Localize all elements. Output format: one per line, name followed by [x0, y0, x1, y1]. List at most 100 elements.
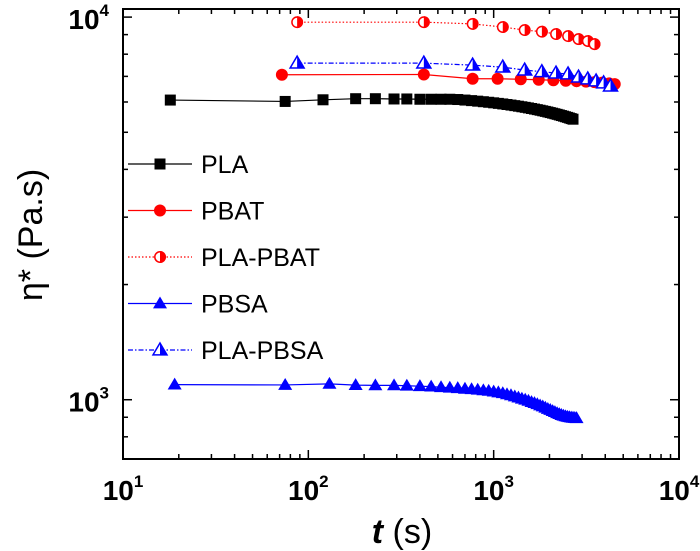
plot-frame [122, 8, 680, 460]
circle-marker [417, 16, 430, 29]
triangle-marker [387, 378, 402, 391]
square-marker [444, 93, 456, 105]
triangle-marker [547, 64, 565, 79]
legend-item: PLA-PBAT [128, 244, 320, 272]
triangle-marker [494, 58, 512, 73]
triangle-marker [412, 379, 427, 392]
series-pla-pbsa [288, 54, 619, 92]
axis-ticks [122, 9, 680, 459]
square-marker [388, 93, 400, 105]
triangle-marker [569, 411, 584, 424]
legend-item: PLA [128, 151, 249, 179]
triangle-marker [602, 77, 619, 92]
square-marker [164, 94, 176, 106]
circle-marker [535, 25, 548, 38]
triangle-marker [288, 54, 306, 69]
legend-label: PBSA [201, 291, 268, 319]
square-marker [435, 93, 447, 105]
marker-half-fill [524, 24, 531, 37]
x-tick-label: 102 [288, 472, 329, 506]
triangle-marker [399, 378, 414, 391]
marker-half-fill [297, 16, 304, 29]
marker-half-fill [541, 64, 549, 77]
triangle-marker [424, 379, 439, 392]
marker-half-fill [568, 30, 575, 43]
marker-half-fill [472, 58, 480, 71]
marker-half-fill [160, 343, 167, 355]
legend-item: PBAT [128, 198, 264, 226]
legend-label: PLA-PBSA [201, 337, 324, 365]
triangle-marker [533, 63, 551, 78]
marker-half-fill [568, 67, 576, 79]
marker-half-fill [160, 251, 166, 263]
square-marker [472, 95, 484, 107]
y-tick-label: 104 [68, 1, 109, 35]
legend-triangle-marker [153, 296, 167, 309]
marker-half-fill [594, 38, 601, 51]
circle-marker [562, 30, 575, 43]
legend: PLA PBAT PLA-PBAT PBSA PLA-PBSA [128, 151, 324, 365]
legend-square-marker [154, 158, 166, 170]
x-tick-label: 103 [473, 472, 514, 506]
square-marker [369, 93, 381, 105]
marker-half-fill [423, 56, 431, 69]
circle-marker [496, 21, 509, 34]
triangle-marker [167, 377, 182, 390]
square-marker [466, 95, 478, 107]
y-axis-title: η* (Pa.s) [12, 169, 50, 301]
square-marker [279, 95, 291, 107]
square-marker [317, 94, 329, 106]
legend-label: PLA [201, 151, 249, 179]
marker-half-fill [541, 25, 548, 38]
y-tick-label: 103 [68, 384, 109, 418]
x-axis-title: t (s) [372, 513, 432, 551]
series-pla [164, 93, 579, 125]
triangle-marker [415, 54, 433, 69]
circle-marker [466, 72, 479, 85]
marker-half-fill [524, 63, 532, 75]
marker-half-fill [502, 60, 510, 73]
square-marker [350, 93, 362, 105]
triangle-marker [348, 378, 363, 391]
square-marker [414, 93, 426, 105]
plot-marks [164, 16, 621, 424]
triangle-marker [516, 61, 533, 76]
marker-half-fill [297, 56, 305, 69]
circle-marker [518, 24, 531, 37]
circle-marker [588, 38, 601, 51]
circle-marker [550, 28, 563, 41]
marker-half-fill [610, 79, 618, 92]
square-marker [425, 93, 437, 105]
legend-circle-marker [154, 251, 166, 263]
series-pbsa [167, 376, 584, 424]
marker-half-fill [556, 28, 563, 41]
tick-labels: 101 102 103 104 103 104 [68, 1, 699, 506]
triangle-marker [559, 65, 577, 80]
circle-marker [514, 73, 527, 86]
triangle-marker [368, 378, 383, 391]
triangle-marker [434, 380, 449, 393]
marker-half-fill [502, 21, 509, 34]
series-line [297, 21, 595, 45]
circle-marker [275, 68, 288, 81]
triangle-marker [322, 376, 337, 389]
legend-item: PBSA [128, 291, 268, 319]
square-marker [401, 93, 413, 105]
x-tick-label: 104 [659, 472, 700, 506]
triangle-marker [278, 377, 293, 390]
square-marker [567, 113, 579, 125]
legend-label: PLA-PBAT [201, 244, 320, 272]
circle-marker [491, 72, 504, 85]
square-marker [452, 94, 464, 106]
legend-label: PBAT [201, 198, 264, 226]
legend-triangle-marker [151, 341, 169, 356]
circle-marker [417, 68, 430, 81]
legend-item: PLA-PBSA [128, 337, 324, 365]
circle-marker [291, 16, 304, 29]
legend-circle-marker [154, 204, 166, 217]
marker-half-fill [556, 66, 564, 78]
marker-half-fill [423, 16, 430, 29]
marker-half-fill [472, 17, 479, 30]
triangle-marker [464, 56, 481, 71]
